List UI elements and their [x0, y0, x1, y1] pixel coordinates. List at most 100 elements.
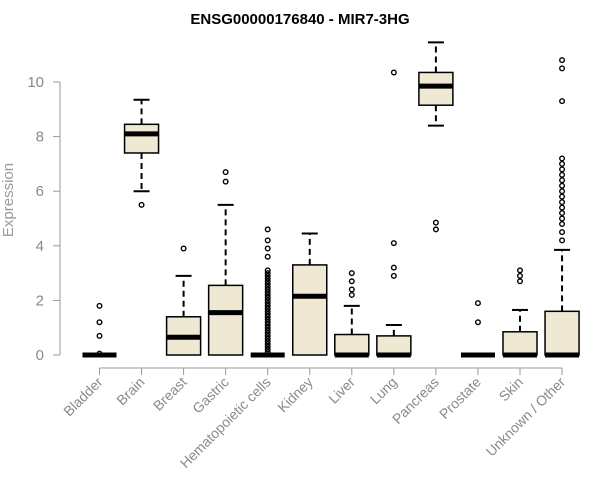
- outlier-point: [222, 178, 229, 185]
- outlier-point: [264, 343, 271, 350]
- x-tick-label: Unknown / Other: [483, 374, 569, 460]
- x-tick-label: Bladder: [60, 374, 106, 420]
- iqr-box: [334, 333, 370, 356]
- outlier-point: [264, 302, 271, 309]
- box-group: [418, 41, 454, 233]
- outlier-point: [264, 341, 271, 348]
- chart-title: ENSG00000176840 - MIR7-3HG: [190, 11, 409, 28]
- outlier-point: [432, 226, 439, 233]
- outlier-point: [559, 166, 566, 173]
- outlier-point: [559, 177, 566, 184]
- x-tick-label: Liver: [325, 374, 358, 407]
- outlier-point: [264, 281, 271, 288]
- outlier-point: [264, 321, 271, 328]
- outlier-point: [264, 327, 271, 334]
- outlier-point: [96, 302, 103, 309]
- outlier-point: [559, 188, 566, 195]
- box-group: [207, 169, 244, 356]
- outlier-point: [222, 169, 229, 176]
- outlier-point: [559, 220, 566, 227]
- outlier-point: [559, 204, 566, 211]
- outlier-point: [138, 201, 145, 208]
- outlier-point: [390, 272, 397, 279]
- x-tick-label: Skin: [496, 374, 527, 405]
- outlier-point: [264, 278, 271, 285]
- box-group: [334, 270, 370, 358]
- box-group: [165, 245, 202, 356]
- outlier-point: [96, 319, 103, 326]
- iqr-box: [418, 71, 454, 106]
- y-tick-label: 4: [36, 238, 44, 255]
- outlier-point: [264, 349, 271, 356]
- outlier-point: [264, 300, 271, 307]
- plot-area: [82, 41, 580, 358]
- outlier-point: [264, 316, 271, 323]
- outlier-point: [348, 291, 355, 298]
- y-axis: 0 2 4 6 8 10: [27, 74, 61, 364]
- box-group: [82, 302, 117, 358]
- outlier-point: [559, 210, 566, 217]
- outlier-point: [559, 215, 566, 222]
- outlier-point: [432, 219, 439, 226]
- outlier-point: [348, 286, 355, 293]
- outlier-point: [559, 237, 566, 244]
- outlier-point: [390, 240, 397, 247]
- outlier-point: [390, 264, 397, 271]
- box-group: [502, 267, 538, 358]
- y-axis-label: Expression: [0, 163, 17, 237]
- x-tick-label: Lung: [367, 374, 400, 407]
- outlier-point: [517, 278, 524, 285]
- outlier-point: [264, 346, 271, 353]
- outlier-point: [264, 294, 271, 301]
- iqr-box: [207, 284, 244, 356]
- outlier-point: [264, 267, 271, 274]
- x-tick-label: Brain: [113, 374, 147, 408]
- y-tick-label: 8: [36, 129, 44, 146]
- iqr-box: [292, 264, 328, 356]
- x-tick-label: Pancreas: [389, 374, 442, 427]
- x-tick-label: Kidney: [274, 374, 316, 416]
- outlier-point: [264, 245, 271, 252]
- outlier-point: [348, 270, 355, 277]
- outlier-point: [264, 335, 271, 342]
- outlier-point: [559, 57, 566, 64]
- iqr-box: [376, 335, 412, 356]
- box-group: [376, 69, 412, 358]
- outlier-point: [264, 253, 271, 260]
- box-group: [292, 232, 328, 356]
- outlier-point: [264, 237, 271, 244]
- outlier-point: [264, 332, 271, 339]
- outlier-point: [264, 291, 271, 298]
- box-group: [544, 57, 580, 358]
- outlier-point: [264, 270, 271, 277]
- outlier-point: [559, 193, 566, 200]
- outlier-point: [264, 330, 271, 337]
- outlier-point: [264, 272, 271, 279]
- outlier-point: [264, 319, 271, 326]
- outlier-point: [264, 226, 271, 233]
- outlier-point: [264, 283, 271, 290]
- iqr-box: [123, 123, 160, 154]
- outlier-point: [559, 229, 566, 236]
- y-tick-label: 2: [36, 292, 44, 309]
- outlier-point: [559, 65, 566, 72]
- outlier-point: [559, 182, 566, 189]
- x-tick-label: Breast: [150, 374, 190, 414]
- outlier-point: [559, 98, 566, 105]
- outlier-point: [264, 313, 271, 320]
- outlier-point: [474, 300, 481, 307]
- outlier-point: [264, 311, 271, 318]
- outlier-point: [559, 160, 566, 167]
- iqr-box: [502, 331, 538, 356]
- outlier-point: [264, 286, 271, 293]
- outlier-point: [390, 69, 397, 76]
- y-tick-label: 0: [36, 347, 44, 364]
- outlier-point: [264, 308, 271, 315]
- outlier-point: [96, 332, 103, 339]
- outlier-point: [180, 245, 187, 252]
- y-tick-label: 6: [36, 183, 44, 200]
- outlier-point: [264, 338, 271, 345]
- x-tick-label: Prostate: [436, 374, 484, 422]
